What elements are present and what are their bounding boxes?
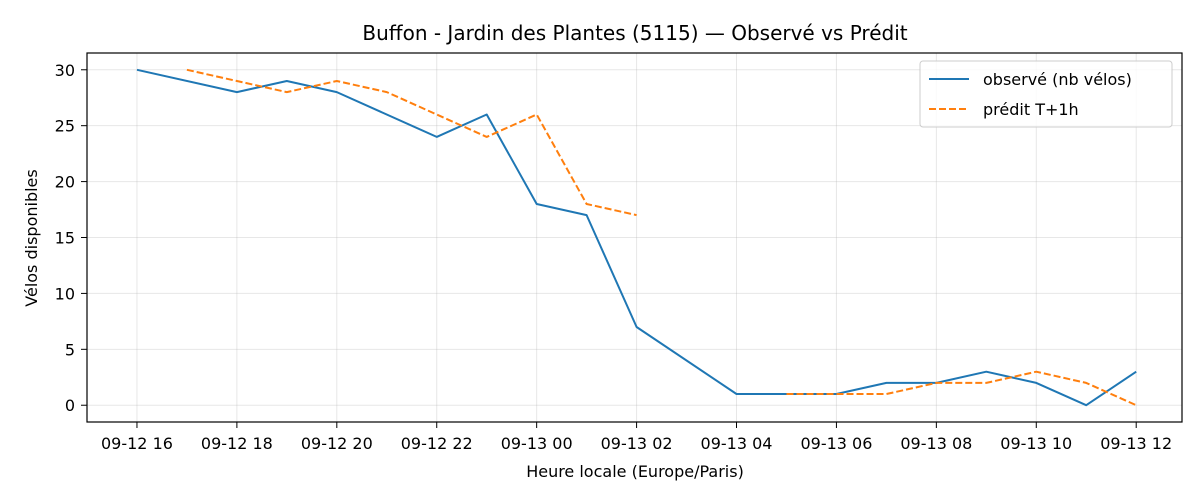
x-tick-label: 09-13 12 <box>1100 434 1172 453</box>
y-tick-label: 30 <box>55 61 75 80</box>
x-tick-label: 09-13 08 <box>900 434 972 453</box>
x-tick-label: 09-13 02 <box>601 434 673 453</box>
legend-label-predicted: prédit T+1h <box>983 100 1079 119</box>
y-axis: 0 5 10 15 20 25 30 <box>55 61 87 415</box>
x-tick-label: 09-12 18 <box>201 434 273 453</box>
chart-title: Buffon - Jardin des Plantes (5115) — Obs… <box>362 21 907 45</box>
x-tick-label: 09-13 00 <box>501 434 573 453</box>
y-tick-label: 20 <box>55 173 75 192</box>
legend-box <box>919 60 1173 128</box>
x-tick-label: 09-13 06 <box>800 434 872 453</box>
x-tick-label: 09-12 16 <box>101 434 173 453</box>
y-tick-label: 10 <box>55 284 75 303</box>
y-tick-label: 5 <box>65 340 75 359</box>
y-axis-label: Vélos disponibles <box>22 169 41 306</box>
x-tick-label: 09-12 22 <box>401 434 473 453</box>
y-tick-label: 0 <box>65 396 75 415</box>
series-line-predicted <box>186 68 637 217</box>
legend: observé (nb vélos) prédit T+1h <box>919 60 1173 128</box>
y-tick-label: 15 <box>55 229 75 248</box>
series-layer <box>136 68 1137 407</box>
series-line-predicted <box>786 370 1137 407</box>
x-axis: 09-12 16 09-12 18 09-12 20 09-12 22 09-13 00… <box>101 422 1172 453</box>
x-tick-label: 09-12 20 <box>301 434 373 453</box>
x-tick-label: 09-13 10 <box>1000 434 1072 453</box>
y-tick-label: 25 <box>55 117 75 136</box>
legend-label-observed: observé (nb vélos) <box>983 70 1132 89</box>
x-tick-label: 09-13 04 <box>701 434 773 453</box>
x-axis-label: Heure locale (Europe/Paris) <box>526 462 744 481</box>
series-line-observed <box>136 68 1137 407</box>
